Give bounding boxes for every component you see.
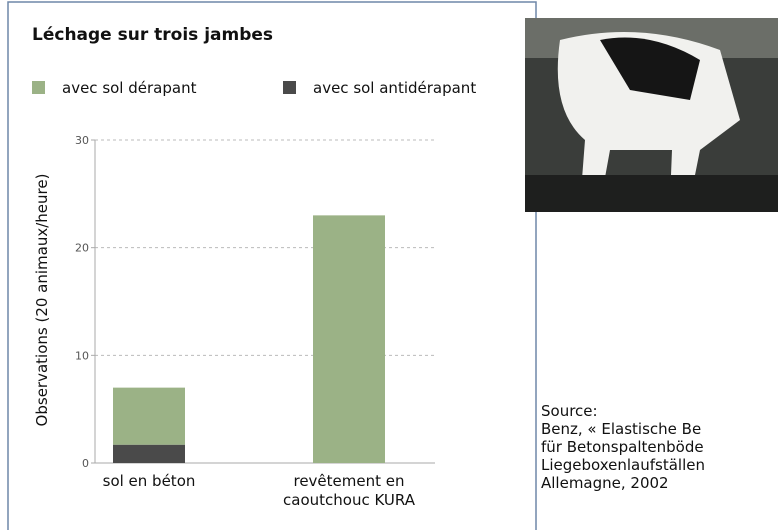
source-line: Benz, « Elastische Be	[541, 420, 778, 438]
x-tick-label: revêtement en caoutchouc KURA	[274, 472, 424, 510]
photo	[525, 18, 778, 212]
bar	[113, 388, 185, 445]
y-tick-label: 30	[75, 134, 89, 147]
source-line: Liegeboxenlaufställen	[541, 456, 778, 474]
source-line: Allemagne, 2002	[541, 474, 778, 492]
x-tick-label: sol en béton	[64, 472, 234, 491]
y-tick-label: 10	[75, 349, 89, 362]
source-line: für Betonspaltenböde	[541, 438, 778, 456]
legend-swatch	[32, 81, 45, 94]
chart-title: Léchage sur trois jambes	[32, 25, 273, 45]
y-axis-label: Observations (20 animaux/heure)	[33, 174, 51, 427]
source: Source: Benz, « Elastische Be für Betons…	[541, 402, 778, 492]
y-tick-label: 0	[82, 457, 89, 470]
y-tick-label: 20	[75, 242, 89, 255]
source-label: Source:	[541, 402, 778, 420]
legend-label: avec sol dérapant	[62, 79, 197, 97]
page: Léchage sur trois jambes Observations (2…	[0, 0, 778, 530]
legend-label: avec sol antidérapant	[313, 79, 476, 97]
legend-swatch	[283, 81, 296, 94]
bar	[113, 445, 185, 463]
bar	[313, 215, 385, 463]
